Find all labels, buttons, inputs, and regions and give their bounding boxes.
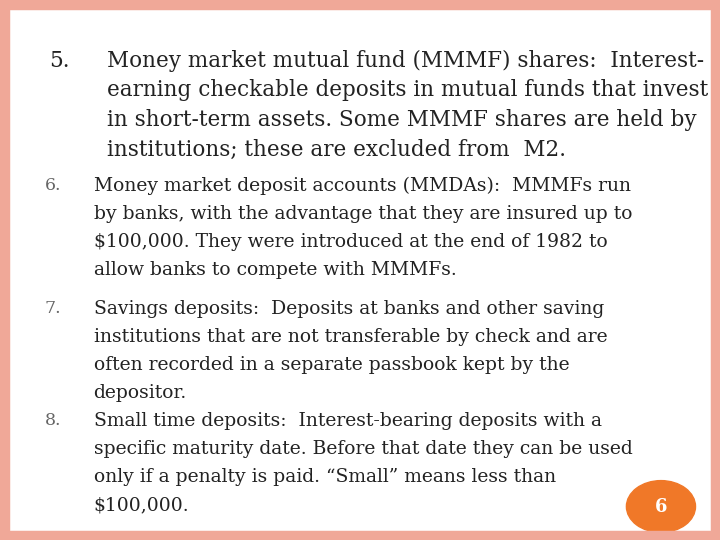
Text: by banks, with the advantage that they are insured up to: by banks, with the advantage that they a…	[94, 205, 632, 223]
Text: only if a penalty is paid. “Small” means less than: only if a penalty is paid. “Small” means…	[94, 468, 556, 486]
Text: Savings deposits:  Deposits at banks and other saving: Savings deposits: Deposits at banks and …	[94, 300, 604, 318]
Text: 5.: 5.	[49, 50, 69, 72]
Text: 6.: 6.	[45, 177, 61, 194]
Text: Money market mutual fund (MMMF) shares:  Interest-: Money market mutual fund (MMMF) shares: …	[107, 50, 703, 72]
Circle shape	[626, 481, 696, 532]
Text: 8.: 8.	[45, 412, 61, 429]
Text: earning checkable deposits in mutual funds that invest: earning checkable deposits in mutual fun…	[107, 79, 708, 102]
Text: specific maturity date. Before that date they can be used: specific maturity date. Before that date…	[94, 440, 632, 458]
Text: often recorded in a separate passbook kept by the: often recorded in a separate passbook ke…	[94, 356, 570, 374]
Text: allow banks to compete with MMMFs.: allow banks to compete with MMMFs.	[94, 261, 456, 279]
Text: Small time deposits:  Interest-bearing deposits with a: Small time deposits: Interest-bearing de…	[94, 412, 602, 430]
Text: Money market deposit accounts (MMDAs):  MMMFs run: Money market deposit accounts (MMDAs): M…	[94, 177, 631, 195]
Text: 6: 6	[654, 497, 667, 516]
Text: depositor.: depositor.	[94, 384, 187, 402]
Text: institutions; these are excluded from  M2.: institutions; these are excluded from M2…	[107, 139, 566, 161]
Text: 7.: 7.	[45, 300, 61, 317]
Text: in short-term assets. Some MMMF shares are held by: in short-term assets. Some MMMF shares a…	[107, 109, 696, 131]
Text: $100,000. They were introduced at the end of 1982 to: $100,000. They were introduced at the en…	[94, 233, 608, 251]
Text: institutions that are not transferable by check and are: institutions that are not transferable b…	[94, 328, 607, 346]
Text: $100,000.: $100,000.	[94, 496, 189, 514]
